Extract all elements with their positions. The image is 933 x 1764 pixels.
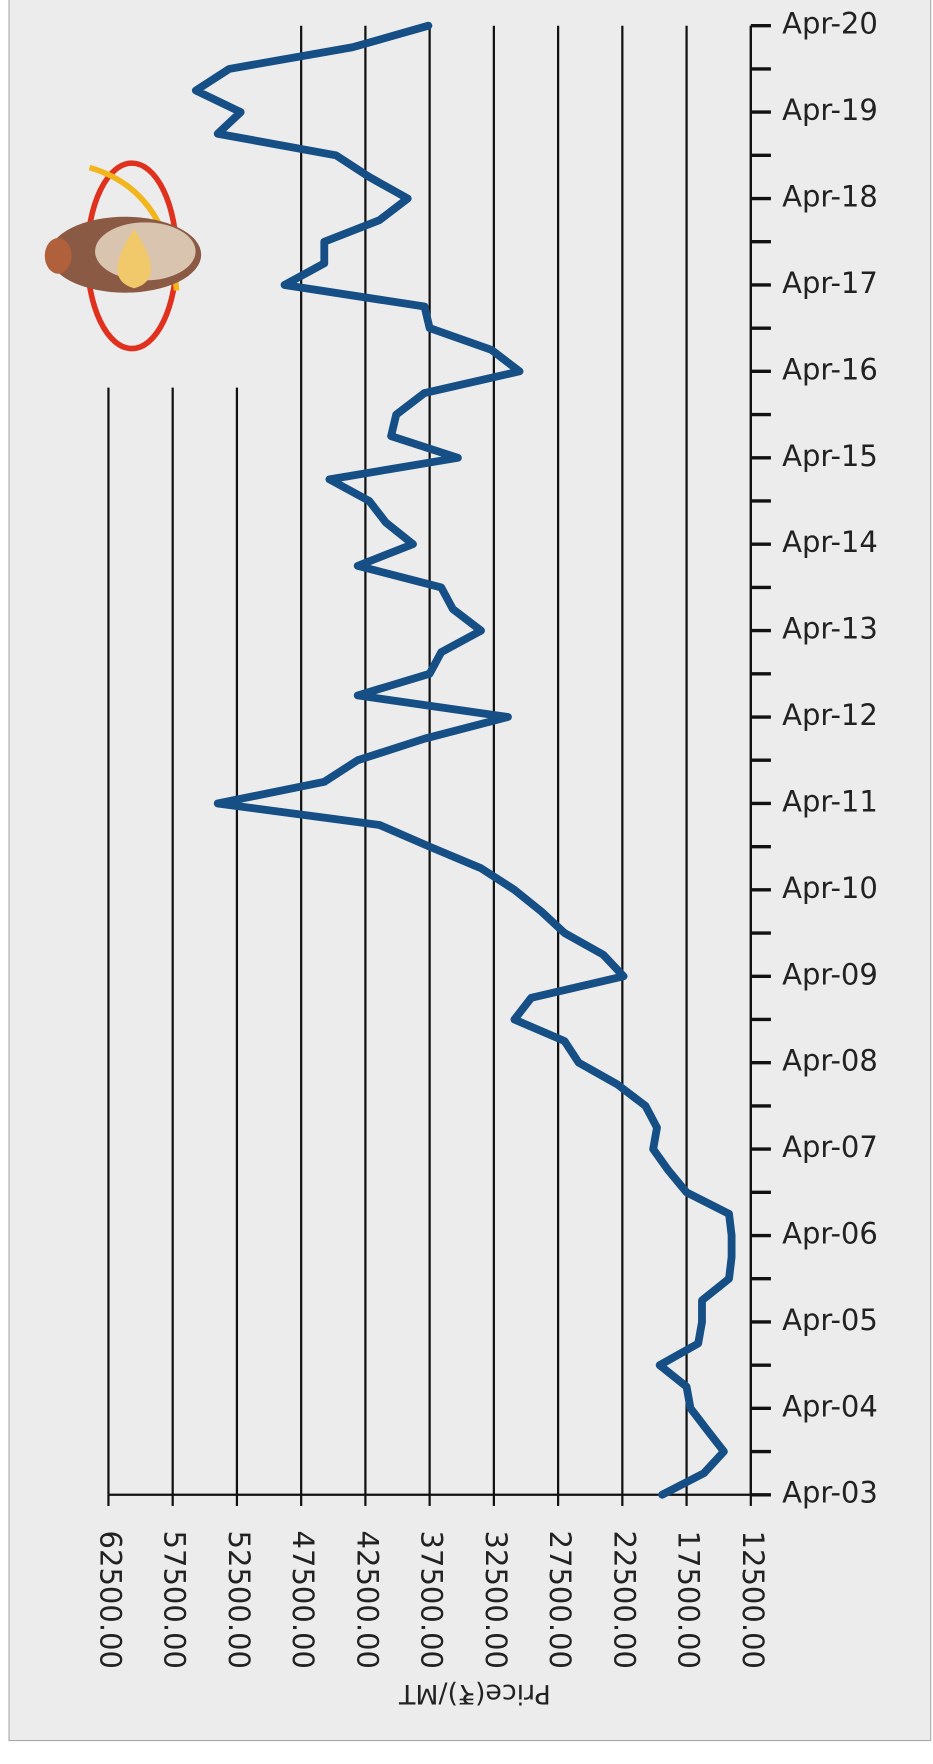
date-tick-label: Apr-19 xyxy=(782,93,878,127)
date-tick-label: Apr-05 xyxy=(782,1303,878,1337)
logo xyxy=(44,160,202,352)
date-tick-label: Apr-13 xyxy=(782,612,878,646)
date-tick-label: Apr-03 xyxy=(782,1476,878,1510)
date-tick-label: Apr-16 xyxy=(782,352,878,386)
date-tick-label: Apr-07 xyxy=(782,1130,878,1164)
date-tick-label: Apr-17 xyxy=(782,266,878,300)
value-tick-label: 62500.00 xyxy=(93,1531,127,1670)
value-tick-label: 12500.00 xyxy=(736,1531,770,1670)
date-tick-label: Apr-09 xyxy=(782,957,878,991)
date-tick-label: Apr-18 xyxy=(782,180,878,214)
background xyxy=(8,0,932,1742)
date-tick-label: Apr-06 xyxy=(782,1217,878,1251)
value-tick-label: 42500.00 xyxy=(350,1531,384,1670)
date-tick-label: Apr-12 xyxy=(782,698,878,732)
date-tick-label: Apr-10 xyxy=(782,871,878,905)
date-tick-label: Apr-14 xyxy=(782,525,878,559)
date-tick-label: Apr-20 xyxy=(782,7,878,41)
value-tick-label: 17500.00 xyxy=(672,1531,706,1670)
date-tick-label: Apr-08 xyxy=(782,1044,878,1078)
date-tick-label: Apr-04 xyxy=(782,1389,878,1423)
value-tick-label: 47500.00 xyxy=(286,1531,320,1670)
value-tick-label: 27500.00 xyxy=(543,1531,577,1670)
y-axis-title: Price(₹)/MT xyxy=(398,1678,550,1709)
value-tick-label: 37500.00 xyxy=(415,1531,449,1670)
value-tick-label: 57500.00 xyxy=(158,1531,192,1670)
date-tick-label: Apr-11 xyxy=(782,784,878,818)
value-tick-label: 22500.00 xyxy=(607,1531,641,1670)
price-line xyxy=(191,21,736,1499)
date-tick-label: Apr-15 xyxy=(782,439,878,473)
value-tick-label: 32500.00 xyxy=(479,1531,513,1670)
value-tick-label: 52500.00 xyxy=(222,1531,256,1670)
